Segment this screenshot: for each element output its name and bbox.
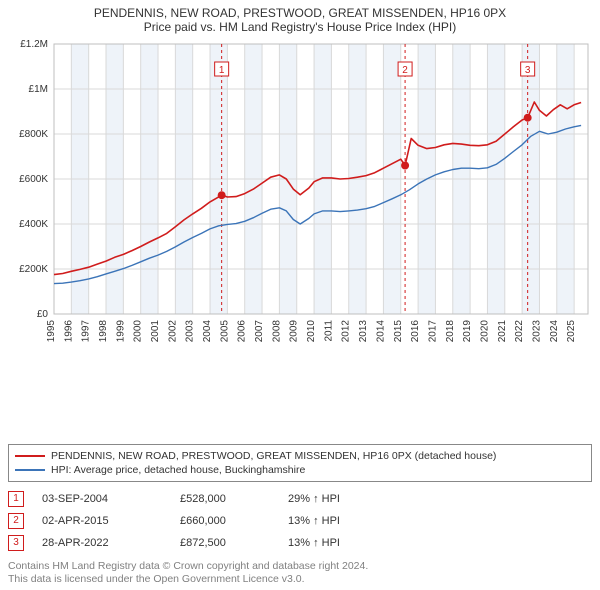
sales-row: 2 02-APR-2015 £660,000 13% ↑ HPI bbox=[8, 510, 592, 532]
x-tick-label: 1998 bbox=[98, 320, 109, 343]
chart-container: PENDENNIS, NEW ROAD, PRESTWOOD, GREAT MI… bbox=[0, 0, 600, 590]
y-tick-label: £1M bbox=[29, 84, 48, 95]
x-tick-label: 2006 bbox=[237, 320, 248, 343]
y-tick-label: £600K bbox=[19, 174, 48, 185]
x-tick-label: 2020 bbox=[479, 320, 490, 343]
sales-row-date: 02-APR-2015 bbox=[42, 515, 162, 527]
x-tick-label: 2001 bbox=[150, 320, 161, 343]
sale-marker-point bbox=[401, 162, 409, 170]
chart-area: £0 £200K £400K £600K £800K £1M £1.2M 1995 1996 19… bbox=[8, 38, 592, 438]
sales-row-date: 28-APR-2022 bbox=[42, 537, 162, 549]
legend-color-line bbox=[15, 455, 45, 457]
sales-row-pct: 29% ↑ HPI bbox=[288, 493, 378, 505]
legend-row: HPI: Average price, detached house, Buck… bbox=[15, 463, 585, 477]
x-tick-label: 2003 bbox=[185, 320, 196, 343]
x-tick-label: 2013 bbox=[358, 320, 369, 343]
x-tick-label: 2015 bbox=[393, 320, 404, 343]
x-tick-label: 1999 bbox=[115, 320, 126, 343]
x-tick-label: 2022 bbox=[514, 320, 525, 343]
attribution-line-1: Contains HM Land Registry data © Crown c… bbox=[8, 560, 592, 573]
y-tick-label: £800K bbox=[19, 129, 48, 140]
x-tick-label: 1996 bbox=[63, 320, 74, 343]
x-tick-label: 2000 bbox=[133, 320, 144, 343]
sales-row-pct: 13% ↑ HPI bbox=[288, 515, 378, 527]
x-tick-label: 1995 bbox=[46, 320, 57, 343]
sale-marker-number: 2 bbox=[402, 65, 408, 76]
attribution-text: Contains HM Land Registry data © Crown c… bbox=[8, 560, 592, 586]
sales-row: 1 03-SEP-2004 £528,000 29% ↑ HPI bbox=[8, 488, 592, 510]
x-tick-label: 2017 bbox=[427, 320, 438, 343]
x-tick-label: 1997 bbox=[81, 320, 92, 343]
x-tick-label: 2008 bbox=[271, 320, 282, 343]
x-tick-label: 2012 bbox=[341, 320, 352, 343]
sale-marker-number: 3 bbox=[525, 65, 531, 76]
x-tick-label: 2014 bbox=[375, 320, 386, 343]
legend-label: PENDENNIS, NEW ROAD, PRESTWOOD, GREAT MI… bbox=[51, 450, 496, 462]
x-tick-label: 2023 bbox=[531, 320, 542, 343]
x-tick-label: 2018 bbox=[445, 320, 456, 343]
sales-row-marker: 3 bbox=[8, 535, 24, 551]
x-tick-label: 2025 bbox=[566, 320, 577, 343]
legend-box: PENDENNIS, NEW ROAD, PRESTWOOD, GREAT MI… bbox=[8, 444, 592, 482]
sales-row-price: £528,000 bbox=[180, 493, 270, 505]
x-tick-label: 2021 bbox=[497, 320, 508, 343]
title-block: PENDENNIS, NEW ROAD, PRESTWOOD, GREAT MI… bbox=[8, 6, 592, 34]
sale-marker-number: 1 bbox=[219, 65, 225, 76]
x-tick-label: 2016 bbox=[410, 320, 421, 343]
sale-marker-point bbox=[218, 191, 226, 199]
sales-row-marker: 1 bbox=[8, 491, 24, 507]
x-tick-label: 2019 bbox=[462, 320, 473, 343]
legend-row: PENDENNIS, NEW ROAD, PRESTWOOD, GREAT MI… bbox=[15, 449, 585, 463]
attribution-line-2: This data is licensed under the Open Gov… bbox=[8, 573, 592, 586]
sales-row-marker: 2 bbox=[8, 513, 24, 529]
x-tick-label: 2005 bbox=[219, 320, 230, 343]
x-tick-label: 2002 bbox=[167, 320, 178, 343]
price-chart-svg: £0 £200K £400K £600K £800K £1M £1.2M 1995 1996 19… bbox=[8, 38, 592, 358]
x-tick-label: 2010 bbox=[306, 320, 317, 343]
y-tick-label: £1.2M bbox=[20, 39, 48, 50]
x-tick-label: 2007 bbox=[254, 320, 265, 343]
x-tick-label: 2004 bbox=[202, 320, 213, 343]
x-tick-label: 2011 bbox=[323, 320, 334, 342]
sale-marker-point bbox=[524, 114, 532, 122]
sales-row-date: 03-SEP-2004 bbox=[42, 493, 162, 505]
sales-row-price: £872,500 bbox=[180, 537, 270, 549]
legend-label: HPI: Average price, detached house, Buck… bbox=[51, 464, 305, 476]
sales-row: 3 28-APR-2022 £872,500 13% ↑ HPI bbox=[8, 532, 592, 554]
x-tick-label: 2024 bbox=[549, 320, 560, 343]
y-tick-label: £200K bbox=[19, 264, 48, 275]
y-tick-label: £400K bbox=[19, 219, 48, 230]
sales-row-price: £660,000 bbox=[180, 515, 270, 527]
title-line-2: Price paid vs. HM Land Registry's House … bbox=[8, 20, 592, 34]
sales-table: 1 03-SEP-2004 £528,000 29% ↑ HPI 2 02-APR-201… bbox=[8, 488, 592, 554]
legend-color-line bbox=[15, 469, 45, 471]
x-tick-label: 2009 bbox=[289, 320, 300, 343]
title-line-1: PENDENNIS, NEW ROAD, PRESTWOOD, GREAT MI… bbox=[8, 6, 592, 20]
sales-row-pct: 13% ↑ HPI bbox=[288, 537, 378, 549]
y-tick-label: £0 bbox=[37, 309, 49, 320]
